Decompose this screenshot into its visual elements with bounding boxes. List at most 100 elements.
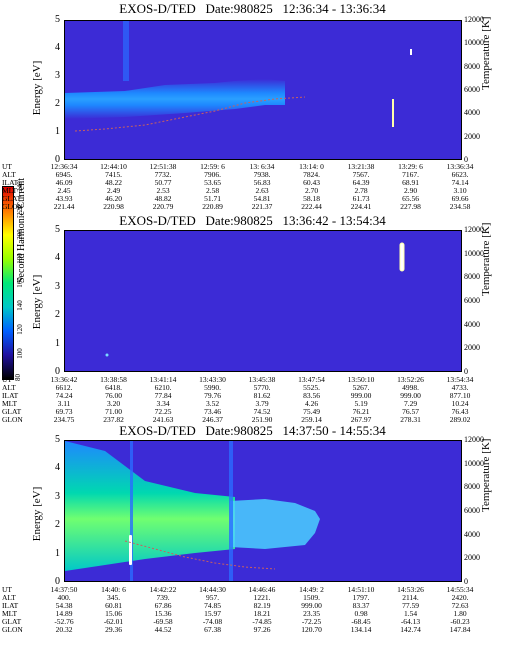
table-cell: 6612. (55, 383, 73, 392)
table-cell: 2.70 (304, 186, 319, 195)
y-tick-label: 0 (55, 366, 60, 377)
y2-tick-label: 12000 (464, 15, 484, 24)
spike-marker (129, 535, 132, 565)
y-tick-label: 4 (55, 42, 60, 53)
table-cell: 13:52:26 (397, 375, 424, 384)
table-cell: 75.49 (303, 407, 320, 416)
table-cell: 79.76 (204, 391, 221, 400)
y-tick-label: 0 (55, 154, 60, 165)
table-cell: 20.32 (55, 625, 73, 634)
panel-title: EXOS-D/TED Date:980825 12:36:34 - 13:36:… (119, 1, 386, 16)
table-cell: 14.89 (55, 609, 73, 618)
y-tick-label: 0 (55, 576, 60, 587)
table-cell: 2420. (451, 593, 469, 602)
temperature-curve (124, 540, 276, 570)
table-cell: 999.00 (301, 601, 322, 610)
table-cell: 83.37 (352, 601, 370, 610)
table-cell: 12:36:34 (50, 162, 78, 171)
table-cell: 50.77 (154, 178, 172, 187)
table-cell: 13:41:14 (149, 375, 177, 384)
table-cell: 23.35 (303, 609, 320, 618)
table-cell: 58.18 (303, 194, 320, 203)
table-cell: 2.49 (106, 186, 121, 195)
table-cell: 259.14 (301, 415, 322, 424)
table-cell: 147.84 (449, 625, 471, 634)
vertical-streak (229, 441, 233, 581)
table-cell: 2.63 (255, 186, 269, 195)
table-cell: 957. (205, 593, 220, 602)
table-cell: 69.73 (55, 407, 73, 416)
vertical-streak (130, 441, 133, 581)
y2-tick-label: 0 (464, 367, 468, 376)
table-cell: 13:14: 0 (299, 162, 324, 171)
table-cell: 267.97 (350, 415, 372, 424)
table-row-label: GLAT (2, 407, 22, 416)
temperature-curve (74, 96, 306, 132)
table-cell: 220.79 (152, 202, 174, 211)
table-cell: 0.98 (354, 609, 368, 618)
table-row-label: GLON (2, 202, 23, 211)
spectrogram-svg (105, 242, 405, 357)
table-cell: 6623. (451, 170, 469, 179)
table-cell: 14:46:46 (248, 585, 276, 594)
table-cell: 15.36 (154, 609, 172, 618)
table-cell: -52.76 (54, 617, 74, 626)
table-cell: 142.74 (400, 625, 421, 634)
table-cell: 12:59: 6 (200, 162, 225, 171)
table-cell: 120.70 (301, 625, 322, 634)
y-tick-label: 2 (55, 98, 60, 109)
table-cell: 4998. (402, 383, 419, 392)
table-cell: 76.21 (352, 407, 370, 416)
table-cell: 13:36:42 (50, 375, 78, 384)
table-cell: 7732. (154, 170, 172, 179)
table-row-label: MLT (2, 399, 18, 408)
table-cell: 400. (57, 593, 71, 602)
y-tick-label: 1 (55, 337, 60, 349)
y-tick-label: 1 (55, 547, 60, 559)
table-cell: 97.26 (253, 625, 271, 634)
table-row-label: GLON (2, 625, 23, 634)
y-tick-label: 5 (55, 224, 60, 235)
energy-band (65, 79, 285, 119)
table-cell: 6418. (105, 383, 122, 392)
y-axis-label: Energy [eV] (31, 486, 44, 542)
y2-tick-label: 4000 (464, 319, 480, 329)
panel-title: EXOS-D/TED Date:980825 14:37:50 - 14:55:… (119, 423, 386, 438)
table-cell: 14:37:50 (50, 585, 78, 594)
table-cell: 220.98 (103, 202, 124, 211)
energy-band (65, 441, 235, 571)
table-row-label: ILAT (2, 391, 19, 400)
y-tick-label: 3 (55, 70, 60, 81)
table-row-label: MLT (2, 186, 18, 195)
y-tick-label: 2 (55, 519, 60, 531)
table-cell: 289.02 (449, 415, 471, 424)
table-cell: 4733. (451, 383, 469, 392)
table-cell: 14:49: 2 (299, 585, 324, 594)
spike-marker (392, 99, 394, 127)
table-cell: 14:44:30 (199, 585, 226, 594)
table-cell: -74.08 (202, 617, 223, 626)
y2-tick-label: 6000 (464, 506, 480, 515)
table-cell: 14:55:34 (446, 585, 474, 594)
table-row-label: UT (2, 375, 12, 384)
table-cell: 234.58 (449, 202, 471, 211)
table-cell: 13:21:38 (347, 162, 375, 171)
table-cell: 7567. (352, 170, 370, 179)
table-cell: -68.45 (351, 617, 371, 626)
table-cell: 15.97 (204, 609, 221, 618)
y-tick-label: 3 (55, 490, 60, 502)
table-cell: -72.25 (301, 617, 322, 626)
table-cell: 5267. (352, 383, 370, 392)
table-cell: 13: 6:34 (249, 162, 275, 171)
table-cell: 2114. (402, 593, 419, 602)
y-tick-label: 4 (55, 252, 60, 264)
y-tick-label: 4 (55, 462, 60, 474)
table-cell: 3.79 (255, 399, 269, 408)
table-cell: 221.44 (53, 202, 75, 211)
y2-tick-label: 12000 (464, 435, 484, 444)
y2-tick-label: 10000 (464, 248, 484, 258)
colorbar (2, 186, 14, 380)
table-cell: 12:51:38 (149, 162, 177, 171)
y2-tick-label: 4000 (464, 108, 480, 118)
table-cell: 14:53:26 (397, 585, 424, 594)
